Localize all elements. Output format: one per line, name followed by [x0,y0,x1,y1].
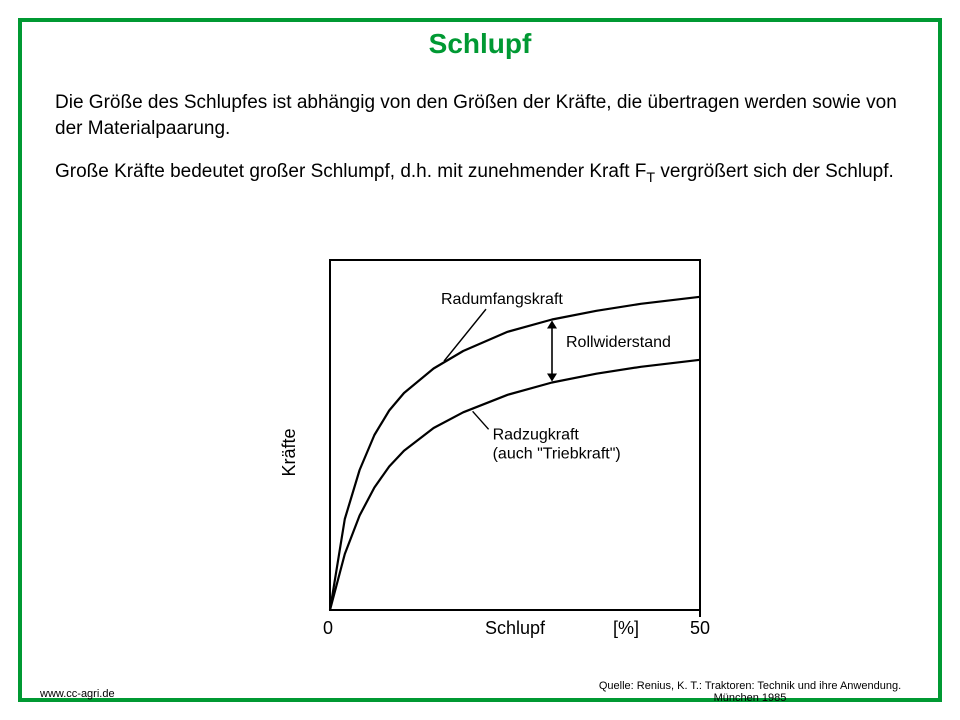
schlupf-chart: 0 Schlupf [%] 50 Kräfte Rollwiderstand Radumfa… [260,248,720,663]
svg-text:50: 50 [690,618,710,638]
svg-text:Radzugkraft: Radzugkraft [493,426,580,443]
paragraph-2: Große Kräfte bedeutet großer Schlumpf, d… [55,159,915,188]
body-text: Die Größe des Schlupfes ist abhängig von… [55,90,915,188]
footer-source-line2: München 1985 [714,692,787,704]
svg-text:Radumfangskraft: Radumfangskraft [441,291,563,308]
footer-source: Quelle: Renius, K. T.: Traktoren: Techni… [560,680,940,704]
p2-sub: T [646,170,655,186]
svg-text:Kräfte: Kräfte [279,428,299,476]
p2-post: vergrößert sich der Schlupf. [655,161,894,182]
svg-text:Rollwiderstand: Rollwiderstand [566,334,671,351]
svg-text:(auch "Triebkraft"): (auch "Triebkraft") [493,445,621,462]
svg-text:0: 0 [323,618,333,638]
svg-text:Schlupf: Schlupf [485,618,546,638]
page-title: Schlupf [0,28,960,60]
chart-svg: 0 Schlupf [%] 50 Kräfte Rollwiderstand Radumfa… [260,248,720,663]
svg-text:[%]: [%] [613,618,639,638]
footer-url: www.cc-agri.de [40,688,115,700]
p2-pre: Große Kräfte bedeutet großer Schlumpf, d… [55,161,646,182]
paragraph-1: Die Größe des Schlupfes ist abhängig von… [55,90,915,141]
footer-source-line1: Quelle: Renius, K. T.: Traktoren: Techni… [599,680,901,692]
